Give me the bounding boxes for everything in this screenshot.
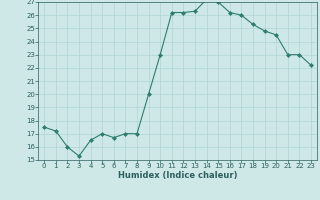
X-axis label: Humidex (Indice chaleur): Humidex (Indice chaleur) bbox=[118, 171, 237, 180]
